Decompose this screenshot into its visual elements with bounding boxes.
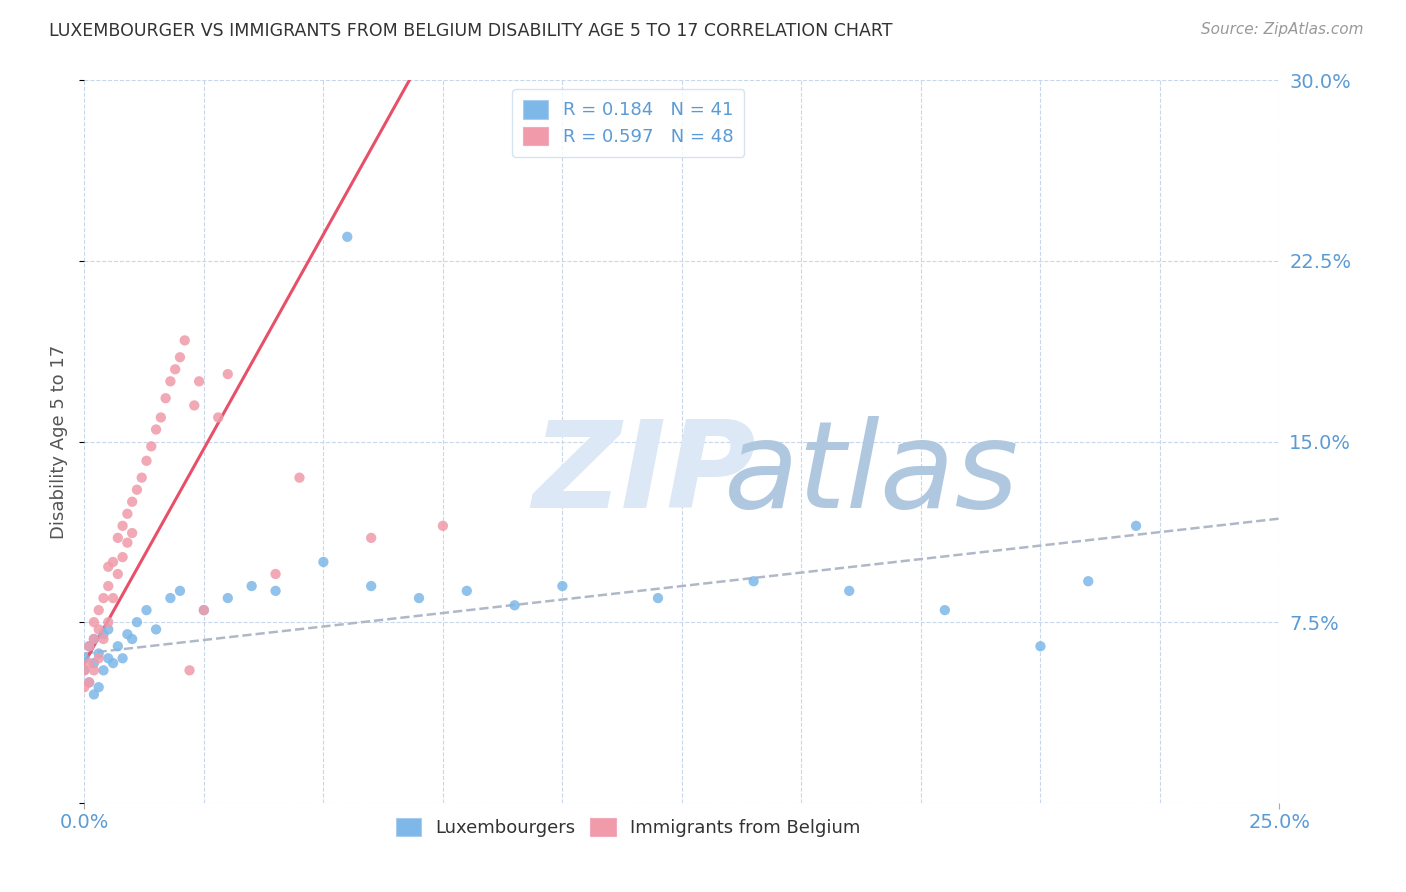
Point	[312, 555, 335, 569]
Point	[193, 603, 215, 617]
Point	[1125, 518, 1147, 533]
Legend: Luxembourgers, Immigrants from Belgium: Luxembourgers, Immigrants from Belgium	[388, 811, 868, 845]
Point	[159, 374, 181, 388]
Point	[240, 579, 263, 593]
Point	[141, 439, 163, 453]
Point	[408, 591, 430, 605]
Point	[131, 470, 153, 484]
Point	[111, 518, 134, 533]
Point	[101, 656, 124, 670]
Point	[87, 651, 110, 665]
Point	[155, 391, 177, 405]
Point	[93, 627, 115, 641]
Point	[121, 526, 143, 541]
Point	[83, 632, 105, 646]
Point	[97, 559, 120, 574]
Point	[77, 639, 100, 653]
Point	[217, 367, 239, 381]
Point	[83, 687, 105, 701]
Point	[145, 623, 167, 637]
Point	[93, 591, 115, 605]
Point	[87, 603, 110, 617]
Point	[188, 374, 211, 388]
Point	[169, 583, 191, 598]
Point	[101, 591, 124, 605]
Point	[83, 632, 105, 646]
Point	[647, 591, 669, 605]
Point	[207, 410, 229, 425]
Point	[149, 410, 172, 425]
Point	[107, 639, 129, 653]
Point	[264, 567, 287, 582]
Point	[97, 623, 120, 637]
Y-axis label: Disability Age 5 to 17: Disability Age 5 to 17	[51, 344, 69, 539]
Point	[111, 651, 134, 665]
Point	[551, 579, 574, 593]
Point	[360, 579, 382, 593]
Point	[73, 680, 96, 694]
Point	[77, 656, 100, 670]
Point	[934, 603, 956, 617]
Point	[135, 603, 157, 617]
Point	[838, 583, 860, 598]
Point	[1077, 574, 1099, 589]
Point	[83, 664, 105, 678]
Point	[217, 591, 239, 605]
Point	[101, 555, 124, 569]
Point	[173, 334, 195, 348]
Point	[240, 61, 263, 75]
Point	[117, 627, 139, 641]
Point	[456, 583, 478, 598]
Point	[73, 664, 96, 678]
Point	[97, 651, 120, 665]
Point	[77, 639, 100, 653]
Point	[77, 675, 100, 690]
Text: LUXEMBOURGER VS IMMIGRANTS FROM BELGIUM DISABILITY AGE 5 TO 17 CORRELATION CHART: LUXEMBOURGER VS IMMIGRANTS FROM BELGIUM …	[49, 22, 893, 40]
Point	[503, 599, 526, 613]
Point	[169, 350, 191, 364]
Point	[125, 615, 148, 630]
Point	[107, 531, 129, 545]
Point	[742, 574, 765, 589]
Point	[83, 656, 105, 670]
Point	[107, 567, 129, 582]
Point	[135, 454, 157, 468]
Point	[121, 494, 143, 508]
Point	[93, 664, 115, 678]
Text: atlas: atlas	[724, 416, 1019, 533]
Point	[125, 483, 148, 497]
Point	[183, 398, 205, 412]
Point	[73, 651, 96, 665]
Point	[87, 623, 110, 637]
Point	[97, 579, 120, 593]
Point	[73, 664, 96, 678]
Point	[77, 675, 100, 690]
Point	[159, 591, 181, 605]
Text: ZIP: ZIP	[533, 416, 756, 533]
Point	[360, 531, 382, 545]
Point	[288, 470, 311, 484]
Point	[111, 550, 134, 565]
Point	[165, 362, 187, 376]
Point	[336, 230, 359, 244]
Point	[432, 518, 454, 533]
Point	[264, 583, 287, 598]
Point	[1029, 639, 1052, 653]
Point	[87, 647, 110, 661]
Point	[179, 664, 201, 678]
Text: Source: ZipAtlas.com: Source: ZipAtlas.com	[1201, 22, 1364, 37]
Point	[117, 507, 139, 521]
Point	[121, 632, 143, 646]
Point	[87, 680, 110, 694]
Point	[97, 615, 120, 630]
Point	[83, 615, 105, 630]
Point	[93, 632, 115, 646]
Point	[117, 535, 139, 549]
Point	[193, 603, 215, 617]
Point	[145, 422, 167, 436]
